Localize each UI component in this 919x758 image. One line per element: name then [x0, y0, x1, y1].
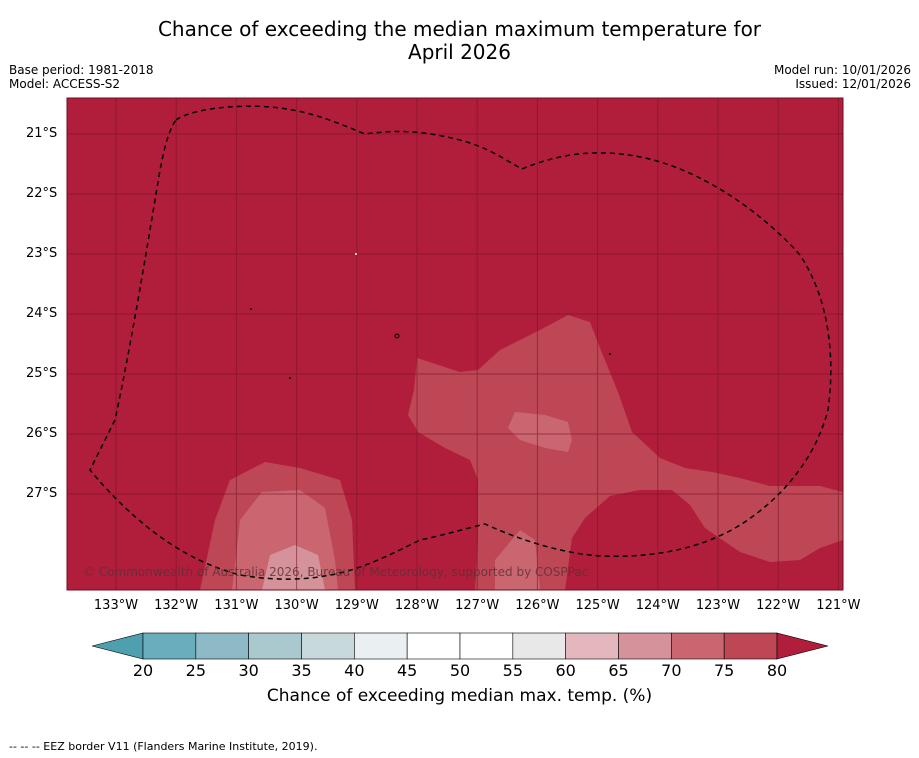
- colorbar-segment: [671, 632, 725, 660]
- latitude-label: 27°S: [26, 486, 58, 501]
- metadata-right: Model run: 10/01/2026 Issued: 12/01/2026: [774, 63, 911, 91]
- colorbar-tick-label: 70: [661, 661, 682, 680]
- colorbar-segment: [565, 632, 619, 660]
- title-line-2: April 2026: [408, 40, 511, 64]
- colorbar-tick-label: 75: [713, 661, 735, 680]
- latitude-label: 24°S: [26, 306, 58, 321]
- island-marker: [289, 377, 291, 379]
- colorbar-tick-label: 20: [132, 661, 154, 680]
- contour-70-75-south-central: [495, 530, 540, 590]
- issued-date: Issued: 12/01/2026: [795, 77, 911, 91]
- island-marker: [394, 333, 400, 339]
- latitude-label: 21°S: [26, 126, 58, 141]
- colorbar-segment: [142, 632, 197, 660]
- colorbar-segment: [354, 632, 408, 660]
- eez-border: [89, 105, 832, 580]
- latitude-label: 26°S: [26, 426, 58, 441]
- colorbar-under-arrow: [91, 632, 144, 660]
- longitude-label: 123°W: [695, 598, 741, 613]
- longitude-label: 121°W: [816, 598, 861, 613]
- eez-legend-note: -- -- -- EEZ border V11 (Flanders Marine…: [9, 740, 318, 753]
- longitude-label: 124°W: [635, 598, 680, 613]
- longitude-label: 128°W: [394, 598, 440, 613]
- longitude-label: 133°W: [93, 598, 139, 613]
- island-marker: [250, 308, 252, 310]
- island-marker: [355, 253, 357, 255]
- colorbar-tick-label: 25: [185, 661, 207, 680]
- longitude-label: 127°W: [455, 598, 500, 613]
- colorbar-over-arrow: [776, 632, 829, 660]
- colorbar-tick-label: 60: [555, 661, 576, 680]
- colorbar-segment: [459, 632, 514, 660]
- map-frame: [66, 97, 844, 591]
- latitude-label: 22°S: [26, 186, 58, 201]
- colorbar-tick-label: 65: [608, 661, 629, 680]
- contour-75-80-central: [408, 315, 843, 590]
- map-title: Chance of exceeding the median maximum t…: [0, 18, 919, 64]
- colorbar-segment: [195, 632, 249, 660]
- colorbar-tick-label: 50: [449, 661, 471, 680]
- longitude-label: 131°W: [214, 598, 259, 613]
- base-period: Base period: 1981-2018: [9, 63, 154, 77]
- colorbar-segment: [406, 632, 461, 660]
- colorbar-tick-label: 30: [238, 661, 259, 680]
- colorbar-tick-label: 40: [344, 661, 365, 680]
- colorbar-tick-label: 55: [502, 661, 524, 680]
- forecast-map: [66, 97, 844, 591]
- colorbar-tick-label: 35: [291, 661, 312, 680]
- longitude-label: 125°W: [575, 598, 620, 613]
- latitude-label: 23°S: [26, 246, 58, 261]
- island-marker: [609, 353, 611, 355]
- title-line-1: Chance of exceeding the median maximum t…: [157, 17, 762, 41]
- longitude-label: 122°W: [756, 598, 801, 613]
- colorbar-segment: [723, 632, 778, 660]
- colorbar-tick-label: 80: [766, 661, 788, 680]
- contour-70-75-central: [508, 412, 572, 452]
- model-run: Model run: 10/01/2026: [773, 63, 911, 77]
- colorbar-label: Chance of exceeding median max. temp. (%…: [266, 686, 653, 706]
- colorbar-tick-label: 45: [396, 661, 418, 680]
- copyright-notice: © Commonwealth of Australia 2026, Bureau…: [83, 565, 589, 579]
- longitude-label: 132°W: [154, 598, 199, 613]
- colorbar-segment: [248, 632, 302, 660]
- colorbar-segment: [512, 632, 566, 660]
- metadata-left: Base period: 1981-2018 Model: ACCESS-S2: [9, 63, 154, 91]
- colorbar-segment: [618, 632, 672, 660]
- latitude-label: 25°S: [26, 366, 58, 381]
- longitude-label: 126°W: [515, 598, 560, 613]
- longitude-label: 129°W: [334, 598, 379, 613]
- model-name: Model: ACCESS-S2: [9, 77, 121, 91]
- colorbar-segment: [301, 632, 355, 660]
- longitude-label: 130°W: [274, 598, 319, 613]
